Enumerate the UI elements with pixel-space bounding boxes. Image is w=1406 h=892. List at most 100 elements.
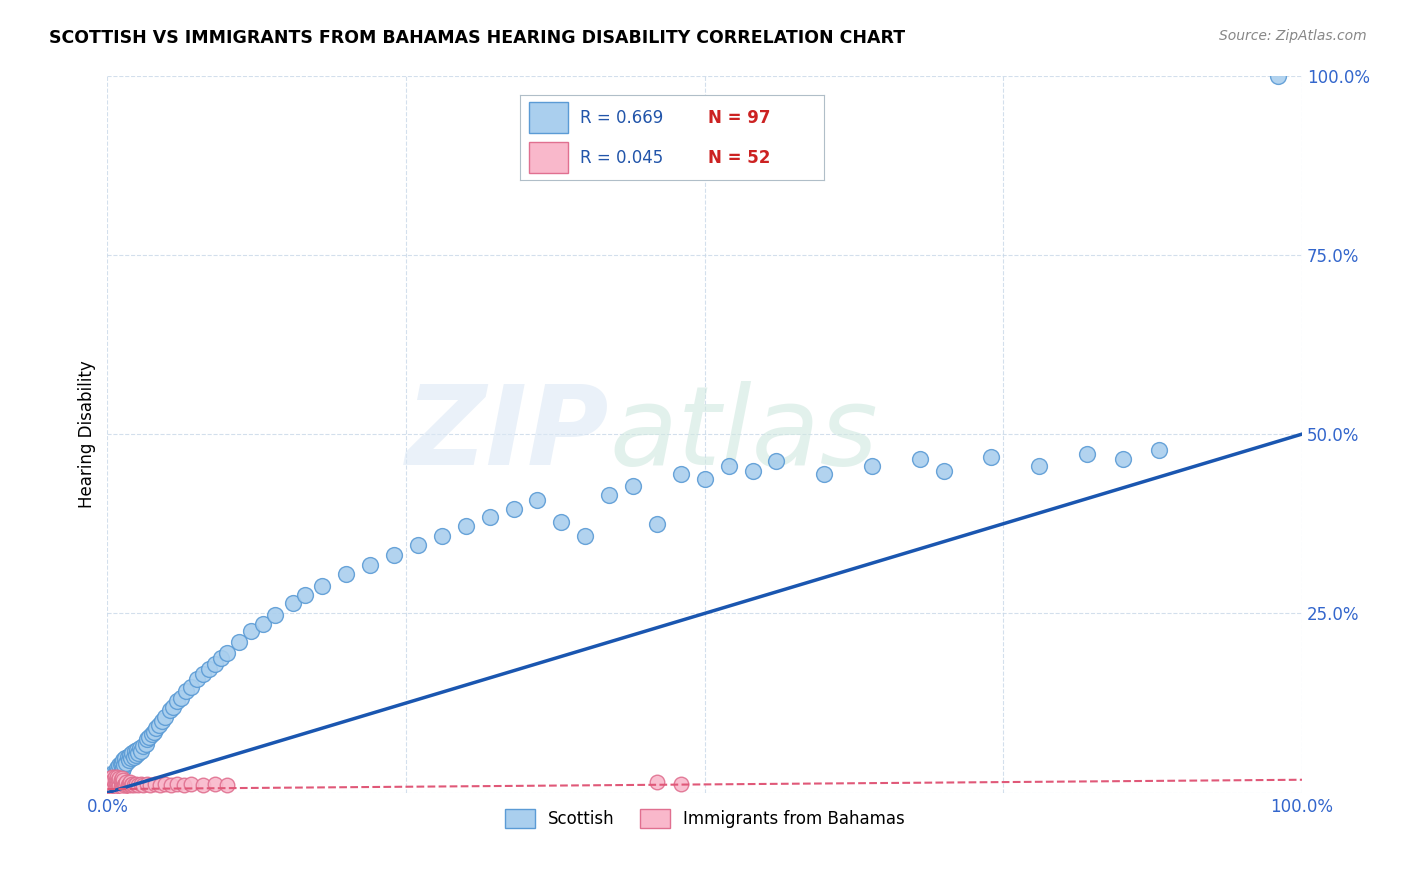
Point — [107, 772, 129, 786]
Point — [125, 748, 148, 763]
Point — [100, 777, 122, 791]
Point — [215, 646, 238, 660]
Point — [228, 635, 250, 649]
Point — [198, 662, 221, 676]
Point — [111, 753, 134, 767]
Point — [1267, 69, 1289, 83]
Text: atlas: atlas — [609, 381, 877, 488]
Point — [103, 772, 125, 787]
Point — [112, 779, 135, 793]
Point — [186, 673, 208, 687]
Point — [105, 770, 128, 784]
Point — [111, 772, 134, 786]
Point — [108, 779, 131, 793]
Point — [118, 777, 141, 791]
Point — [153, 710, 176, 724]
Point — [114, 751, 136, 765]
Point — [115, 775, 138, 789]
Point — [294, 589, 316, 603]
Point — [108, 772, 131, 786]
Point — [382, 548, 405, 562]
Point — [159, 779, 181, 793]
Point — [860, 459, 883, 474]
Point — [97, 780, 120, 794]
Point — [125, 777, 148, 791]
Point — [502, 502, 524, 516]
Point — [135, 777, 157, 791]
Point — [111, 779, 134, 793]
Point — [430, 529, 453, 543]
Point — [693, 471, 716, 485]
Point — [127, 742, 149, 756]
Point — [166, 777, 188, 791]
Point — [105, 777, 128, 791]
Point — [120, 779, 142, 793]
Point — [117, 779, 139, 793]
Point — [98, 772, 121, 787]
Point — [111, 780, 134, 794]
Point — [209, 650, 232, 665]
Point — [359, 558, 381, 572]
Point — [127, 779, 149, 793]
Point — [598, 488, 620, 502]
Point — [111, 764, 134, 779]
Point — [111, 760, 134, 774]
Legend: Scottish, Immigrants from Bahamas: Scottish, Immigrants from Bahamas — [498, 802, 911, 835]
Point — [139, 779, 162, 793]
Point — [104, 772, 127, 787]
Point — [98, 782, 121, 797]
Point — [980, 450, 1002, 464]
Point — [162, 699, 184, 714]
Point — [645, 775, 668, 789]
Point — [135, 731, 157, 746]
Point — [526, 493, 548, 508]
Point — [101, 779, 124, 793]
Point — [107, 763, 129, 777]
Point — [717, 459, 740, 474]
Point — [170, 691, 193, 706]
Point — [143, 724, 166, 739]
Point — [104, 764, 127, 779]
Point — [107, 780, 129, 794]
Point — [111, 756, 134, 770]
Text: ZIP: ZIP — [406, 381, 609, 488]
Point — [574, 529, 596, 543]
Point — [180, 777, 202, 791]
Point — [103, 775, 125, 789]
Point — [1028, 459, 1050, 474]
Point — [105, 770, 128, 784]
Point — [311, 579, 333, 593]
Point — [100, 772, 122, 786]
Point — [129, 777, 152, 791]
Point — [145, 721, 167, 735]
Point — [645, 516, 668, 531]
Point — [1112, 452, 1135, 467]
Point — [1076, 447, 1098, 461]
Point — [215, 779, 238, 793]
Point — [669, 467, 692, 481]
Point — [97, 782, 120, 797]
Point — [110, 765, 132, 780]
Point — [110, 780, 132, 794]
Point — [765, 454, 787, 468]
Point — [128, 741, 150, 756]
Point — [191, 779, 214, 793]
Point — [335, 566, 357, 581]
Point — [110, 772, 132, 787]
Point — [114, 777, 136, 791]
Point — [191, 667, 214, 681]
Point — [115, 756, 138, 770]
Point — [111, 772, 134, 787]
Point — [150, 714, 173, 728]
Point — [103, 777, 125, 791]
Point — [103, 780, 125, 794]
Point — [122, 749, 145, 764]
Point — [124, 744, 146, 758]
Point — [120, 751, 142, 765]
Point — [118, 753, 141, 767]
Point — [101, 770, 124, 784]
Point — [204, 657, 226, 671]
Point — [148, 717, 170, 731]
Point — [813, 467, 835, 481]
Point — [621, 479, 644, 493]
